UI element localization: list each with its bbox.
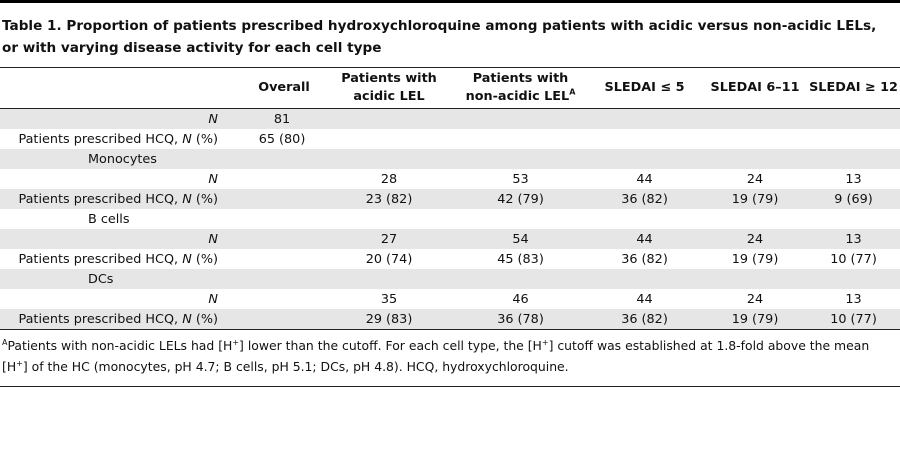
header-nonacidic-line2: non-acidic LEL xyxy=(465,89,570,104)
row-label-hcq: Patients prescribed HCQ, N (%) xyxy=(18,131,218,147)
overall-hcq-row: Patients prescribed HCQ, N (%) 65 (80) xyxy=(0,129,900,149)
cell-value: 13 xyxy=(845,291,862,307)
cell-value: 27 xyxy=(323,229,455,249)
row-label-n: N xyxy=(208,291,218,307)
cell-value: 9 (69) xyxy=(807,189,900,209)
row-label-hcq: Patients prescribed HCQ, N (%) xyxy=(18,251,218,267)
cell-value: 28 xyxy=(380,171,398,187)
hcq-row-monocytes: Patients prescribed HCQ, N (%) 23 (82) 4… xyxy=(0,189,900,209)
cell-value: 36 (82) xyxy=(621,251,668,267)
title-rule xyxy=(0,67,900,68)
cell-value: 23 (82) xyxy=(323,189,455,209)
n-row-b-cells: N 27 54 44 24 13 xyxy=(0,229,900,249)
header-row: Overall Patients with acidic LEL Patient… xyxy=(0,68,900,109)
cell-value: 42 (79) xyxy=(455,189,586,209)
cell-value: 19 (79) xyxy=(731,251,779,267)
group-label: DCs xyxy=(0,269,245,289)
cell-value: 53 xyxy=(512,171,529,187)
header-acidic: Patients with acidic LEL xyxy=(323,68,455,109)
header-sledai-mid: SLEDAI 6–11 xyxy=(703,68,807,109)
n-row-monocytes: N 28 53 44 24 13 xyxy=(0,169,900,189)
cell-value: 44 xyxy=(636,171,653,187)
row-label-hcq: Patients prescribed HCQ, N (%) xyxy=(0,189,245,209)
row-label-n: N xyxy=(0,229,245,249)
data-table: Overall Patients with acidic LEL Patient… xyxy=(0,68,900,329)
footnote-marker: A xyxy=(2,337,8,347)
cell-value: 44 xyxy=(636,291,653,307)
hcq-row-dcs: Patients prescribed HCQ, N (%) 29 (83) 3… xyxy=(0,309,900,329)
header-nonacidic-footnote-marker: A xyxy=(569,87,576,97)
overall-n-value: 81 xyxy=(245,108,323,129)
cell-value: 24 xyxy=(746,291,764,307)
cell-value: 54 xyxy=(455,229,586,249)
header-sledai-low: SLEDAI ≤ 5 xyxy=(586,68,703,109)
n-row-dcs: N 35 46 44 24 13 xyxy=(0,289,900,309)
header-nonacidic: Patients with non-acidic LELA xyxy=(455,68,586,109)
bottom-rule xyxy=(0,386,900,387)
cell-value: 29 (83) xyxy=(323,309,455,329)
overall-hcq-value: 65 (80) xyxy=(258,131,306,147)
cell-value: 35 xyxy=(380,291,398,307)
cell-value: 20 (74) xyxy=(365,251,413,267)
cell-value: 24 xyxy=(746,171,764,187)
cell-value: 36 (82) xyxy=(586,309,703,329)
cell-value: 13 xyxy=(807,229,900,249)
hcq-row-b-cells: Patients prescribed HCQ, N (%) 20 (74) 4… xyxy=(0,249,900,269)
top-rule xyxy=(0,0,900,3)
cell-value: 36 (82) xyxy=(586,189,703,209)
group-label: B cells xyxy=(88,211,130,227)
table-title: Table 1. Proportion of patients prescrib… xyxy=(2,18,877,56)
header-acidic-line2: acidic LEL xyxy=(353,89,425,104)
header-overall: Overall xyxy=(245,68,323,109)
cell-value: 24 xyxy=(703,229,807,249)
row-label-n: N xyxy=(208,171,218,187)
cell-value: 10 (77) xyxy=(830,251,877,267)
cell-value: 10 (77) xyxy=(807,309,900,329)
cell-value: 13 xyxy=(845,171,862,187)
table-footnote: APatients with non-acidic LELs had [H+] … xyxy=(0,329,900,377)
row-label-n: N xyxy=(0,108,245,129)
header-empty xyxy=(0,68,245,109)
group-row-b-cells: B cells xyxy=(0,209,900,229)
cell-value: 36 (78) xyxy=(455,309,586,329)
group-label: Monocytes xyxy=(0,149,245,169)
cell-value: 45 (83) xyxy=(497,251,544,267)
cell-value: 46 xyxy=(512,291,529,307)
cell-value: 19 (79) xyxy=(703,309,807,329)
cell-value: 44 xyxy=(586,229,703,249)
group-row-dcs: DCs xyxy=(0,269,900,289)
header-nonacidic-line1: Patients with xyxy=(472,71,569,86)
row-label-hcq: Patients prescribed HCQ, N (%) xyxy=(0,309,245,329)
overall-n-row: N 81 xyxy=(0,108,900,129)
header-sledai-high: SLEDAI ≥ 12 xyxy=(807,68,900,109)
cell-value: 19 (79) xyxy=(703,189,807,209)
header-acidic-line1: Patients with xyxy=(341,71,437,86)
group-row-monocytes: Monocytes xyxy=(0,149,900,169)
